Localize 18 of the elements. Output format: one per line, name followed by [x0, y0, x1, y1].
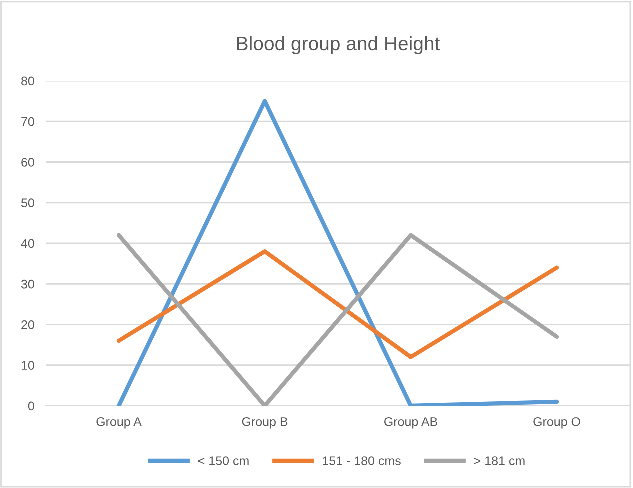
- line-series: [116, 250, 560, 360]
- x-tick-label: Group AB: [384, 417, 438, 429]
- legend-label: > 181 cm: [474, 456, 525, 466]
- y-tick-label: 70: [22, 117, 34, 126]
- legend-label: < 150 cm: [198, 456, 249, 466]
- y-tick-label: 50: [21, 198, 34, 208]
- x-tick-label: Group O: [534, 417, 580, 429]
- y-tick-label: 40: [21, 239, 34, 248]
- y-tick-label: 30: [21, 280, 34, 289]
- x-tick-label: Group A: [96, 417, 142, 429]
- legend-label: 151 - 180 cms: [323, 456, 401, 466]
- y-tick-label: 10: [22, 361, 34, 370]
- x-tick-label: Group B: [242, 417, 288, 429]
- y-tick-label: 20: [22, 320, 34, 330]
- y-tick-label: 0: [28, 402, 34, 411]
- chart-title: Blood group and Height: [237, 36, 440, 54]
- y-tick-label: 80: [22, 76, 34, 86]
- y-tick-label: 60: [22, 158, 34, 167]
